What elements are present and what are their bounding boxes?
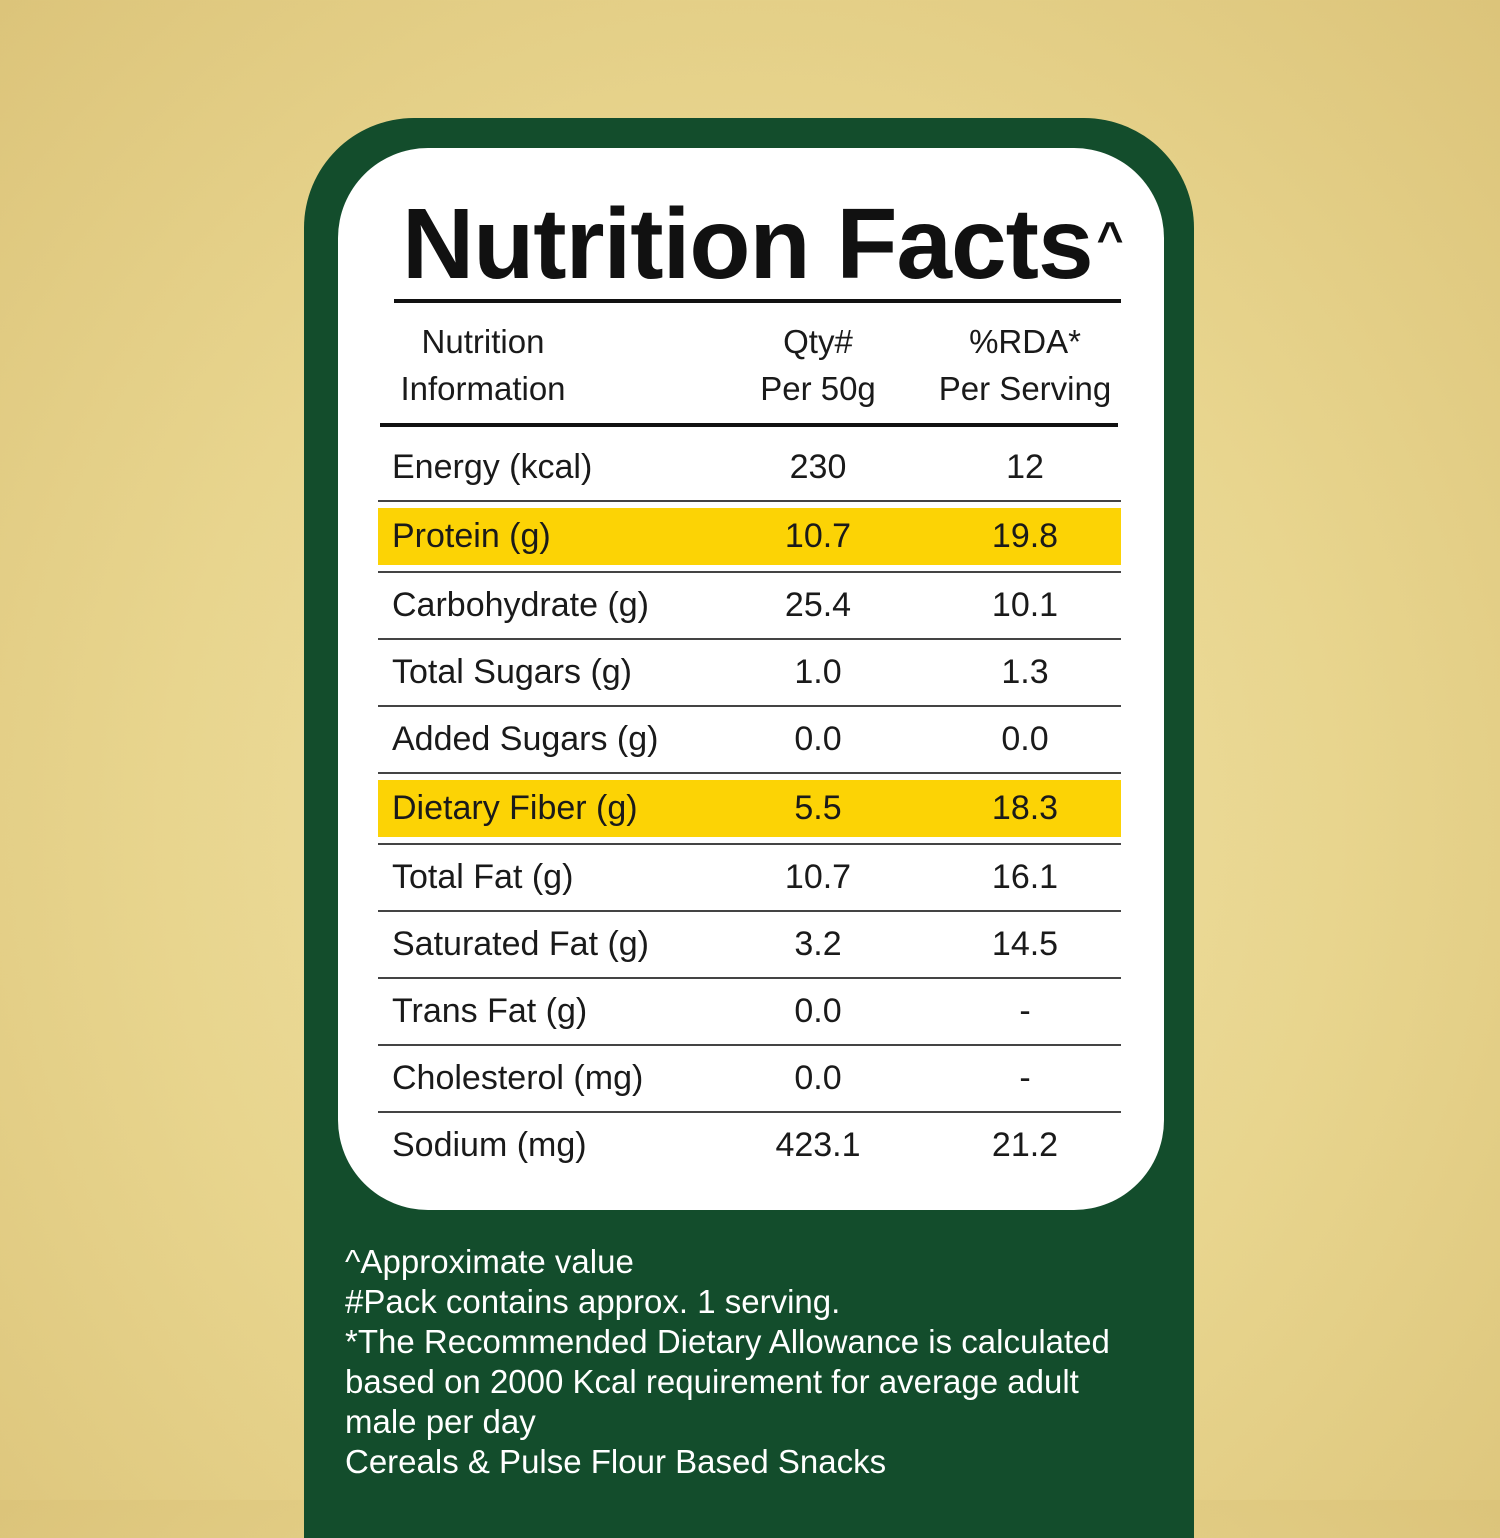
row-qty: 25.4 [784,586,852,624]
row-rda: 19.8 [991,517,1059,555]
footnote-line: male per day [345,1403,536,1440]
row-qty: 423.1 [775,1126,861,1164]
row-name: Saturated Fat (g) [392,925,650,963]
table-row: Energy (kcal) 230 12 [378,435,1121,502]
header-qty-per-50g: Qty# Per 50g [738,318,898,412]
row-rda: 1.3 [1001,653,1049,691]
row-rda: 21.2 [991,1126,1059,1164]
row-name: Dietary Fiber (g) [392,789,638,827]
row-rda: 18.3 [991,789,1059,827]
row-qty: 1.0 [794,653,842,691]
header-line: %RDA* [969,323,1081,360]
row-rda: - [1019,1059,1031,1097]
table-row: Dietary Fiber (g) 5.5 18.3 [378,780,1121,837]
footnote-line: *The Recommended Dietary Allowance is ca… [345,1323,1110,1360]
nutrition-table: Energy (kcal) 230 12 Protein (g) 10.7 19.8 Car… [378,435,1121,1178]
title-text: Nutrition Facts [402,188,1094,300]
row-qty: 230 [789,448,847,486]
row-rda: 10.1 [991,586,1059,624]
header-rda-per-serving: %RDA* Per Serving [920,318,1130,412]
row-qty: 10.7 [784,517,852,555]
header-line: Per Serving [938,370,1112,407]
table-row: Sodium (mg) 423.1 21.2 [378,1113,1121,1178]
row-qty: 0.0 [794,1059,842,1097]
row-qty: 3.2 [794,925,842,963]
row-name: Energy (kcal) [392,448,593,486]
row-rda: 14.5 [991,925,1059,963]
title-divider [394,299,1121,303]
table-row: Protein (g) 10.7 19.8 [378,508,1121,565]
row-name: Total Fat (g) [392,858,574,896]
row-rda: - [1019,992,1031,1030]
header-line: Nutrition [421,323,545,360]
row-name: Protein (g) [392,517,551,555]
row-name: Total Sugars (g) [392,653,632,691]
table-row: Cholesterol (mg) 0.0 - [378,1046,1121,1113]
row-name: Cholesterol (mg) [392,1059,644,1097]
row-rda: 12 [1006,448,1044,486]
row-qty: 5.5 [794,789,842,827]
row-name: Trans Fat (g) [392,992,588,1030]
row-name: Added Sugars (g) [392,720,659,758]
row-qty: 0.0 [794,992,842,1030]
header-line: Per 50g [760,370,876,407]
header-line: Qty# [783,323,853,360]
row-qty: 10.7 [784,858,852,896]
row-rda: 0.0 [1001,720,1049,758]
header-divider [380,423,1118,427]
row-qty: 0.0 [794,720,842,758]
nutrition-facts-title: Nutrition Facts^ [402,186,1124,302]
header-line: Information [400,370,566,407]
nutrition-card [338,148,1164,1210]
table-row: Saturated Fat (g) 3.2 14.5 [378,912,1121,979]
table-row: Added Sugars (g) 0.0 0.0 [378,707,1121,774]
title-approx-mark: ^ [1096,212,1124,264]
table-row: Total Fat (g) 10.7 16.1 [378,843,1121,912]
footnote-line: ^Approximate value [345,1243,634,1280]
row-name: Sodium (mg) [392,1126,587,1164]
table-row: Trans Fat (g) 0.0 - [378,979,1121,1046]
row-name: Carbohydrate (g) [392,586,650,624]
table-row: Carbohydrate (g) 25.4 10.1 [378,571,1121,640]
row-rda: 16.1 [991,858,1059,896]
footnote-line: #Pack contains approx. 1 serving. [345,1283,841,1320]
footnote-line: based on 2000 Kcal requirement for avera… [345,1363,1079,1400]
footnote-line: Cereals & Pulse Flour Based Snacks [345,1443,887,1480]
footnotes: ^Approximate value #Pack contains approx.… [345,1242,1175,1482]
header-nutrition-information: Nutrition Information [372,318,594,412]
table-row: Total Sugars (g) 1.0 1.3 [378,640,1121,707]
